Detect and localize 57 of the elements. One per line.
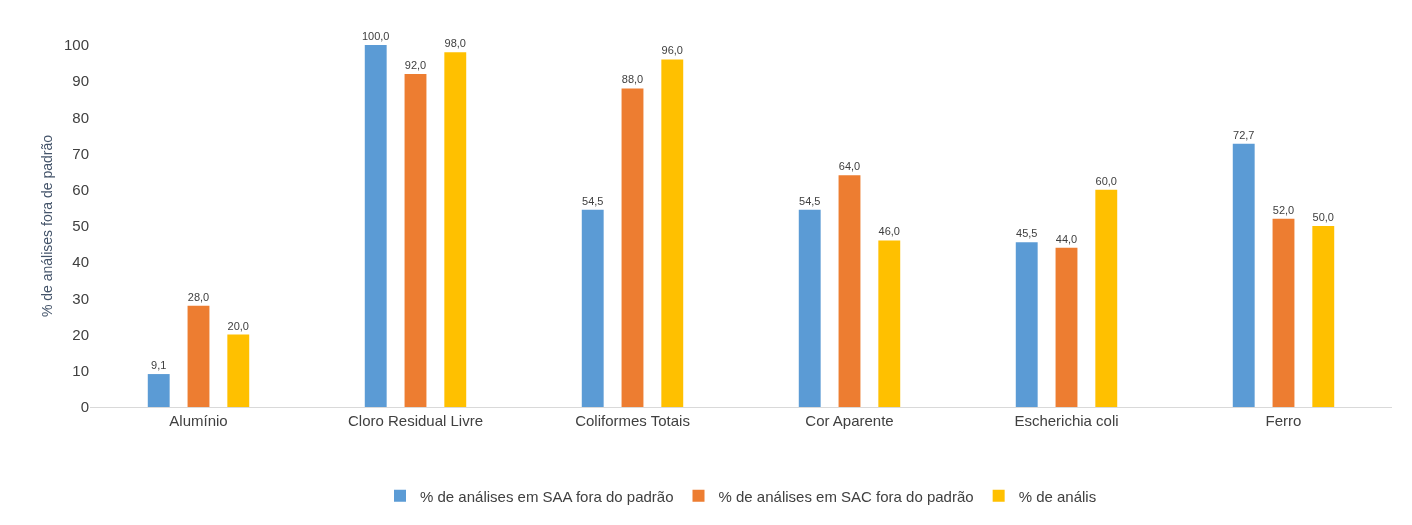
bar bbox=[1095, 189, 1118, 407]
data-label: 50,0 bbox=[1312, 211, 1334, 223]
bar bbox=[1015, 242, 1038, 407]
y-tick-label: 90 bbox=[72, 72, 89, 90]
y-axis-title: % de análises fora de padrão bbox=[39, 134, 55, 318]
bar bbox=[404, 73, 427, 407]
data-label: 98,0 bbox=[444, 37, 466, 50]
data-label: 96,0 bbox=[661, 44, 683, 57]
y-tick-label: 100 bbox=[63, 36, 89, 54]
data-label: 54,5 bbox=[799, 194, 821, 207]
data-label: 88,0 bbox=[621, 73, 644, 86]
bar bbox=[838, 175, 861, 407]
data-label: 9,1 bbox=[151, 359, 167, 372]
data-label: 92,0 bbox=[404, 58, 427, 71]
x-tick-label: Alumínio bbox=[169, 412, 228, 429]
legend-label: % de análises em SAC fora do padrão bbox=[718, 487, 974, 505]
bar bbox=[444, 52, 467, 407]
bar bbox=[227, 334, 250, 407]
y-tick-label: 30 bbox=[72, 289, 89, 307]
bar bbox=[621, 88, 644, 407]
data-label: 100,0 bbox=[361, 30, 390, 42]
legend-label: % de anális bbox=[1018, 487, 1097, 505]
data-label: 60,0 bbox=[1095, 174, 1117, 187]
bar bbox=[661, 59, 684, 407]
x-tick-label: Ferro bbox=[1265, 412, 1302, 429]
bar bbox=[187, 305, 210, 407]
data-label: 54,5 bbox=[582, 194, 604, 207]
y-tick-label: 60 bbox=[72, 181, 89, 199]
bar bbox=[147, 374, 170, 407]
data-label: 45,5 bbox=[1016, 227, 1038, 240]
bar bbox=[1312, 226, 1335, 407]
y-tick-label: 0 bbox=[80, 398, 89, 416]
y-tick-label: 20 bbox=[72, 325, 89, 343]
x-tick-label: Coliformes Totais bbox=[575, 412, 690, 429]
data-label: 72,7 bbox=[1233, 128, 1255, 141]
y-tick-label: 40 bbox=[72, 253, 89, 271]
bar bbox=[798, 209, 821, 407]
bar bbox=[581, 209, 604, 407]
y-tick-label: 70 bbox=[72, 144, 89, 162]
data-label: 52,0 bbox=[1272, 203, 1295, 216]
bar bbox=[1055, 247, 1078, 407]
y-tick-label: 50 bbox=[72, 217, 89, 235]
x-tick-label: Escherichia coli bbox=[1014, 412, 1119, 429]
legend-label: % de análises em SAA fora do padrão bbox=[420, 487, 674, 505]
y-tick-label: 10 bbox=[72, 362, 89, 380]
bar bbox=[1272, 218, 1295, 407]
bar bbox=[364, 45, 387, 407]
x-tick-label: Cloro Residual Livre bbox=[347, 412, 484, 429]
data-label: 64,0 bbox=[838, 160, 861, 173]
data-label: 28,0 bbox=[187, 290, 210, 303]
data-label: 44,0 bbox=[1055, 232, 1078, 245]
x-tick-label: Cor Aparente bbox=[805, 412, 894, 429]
y-tick-label: 80 bbox=[72, 108, 89, 126]
data-label: 46,0 bbox=[878, 225, 900, 238]
bar bbox=[1232, 143, 1255, 407]
bar bbox=[878, 240, 901, 407]
data-label: 20,0 bbox=[227, 319, 249, 332]
